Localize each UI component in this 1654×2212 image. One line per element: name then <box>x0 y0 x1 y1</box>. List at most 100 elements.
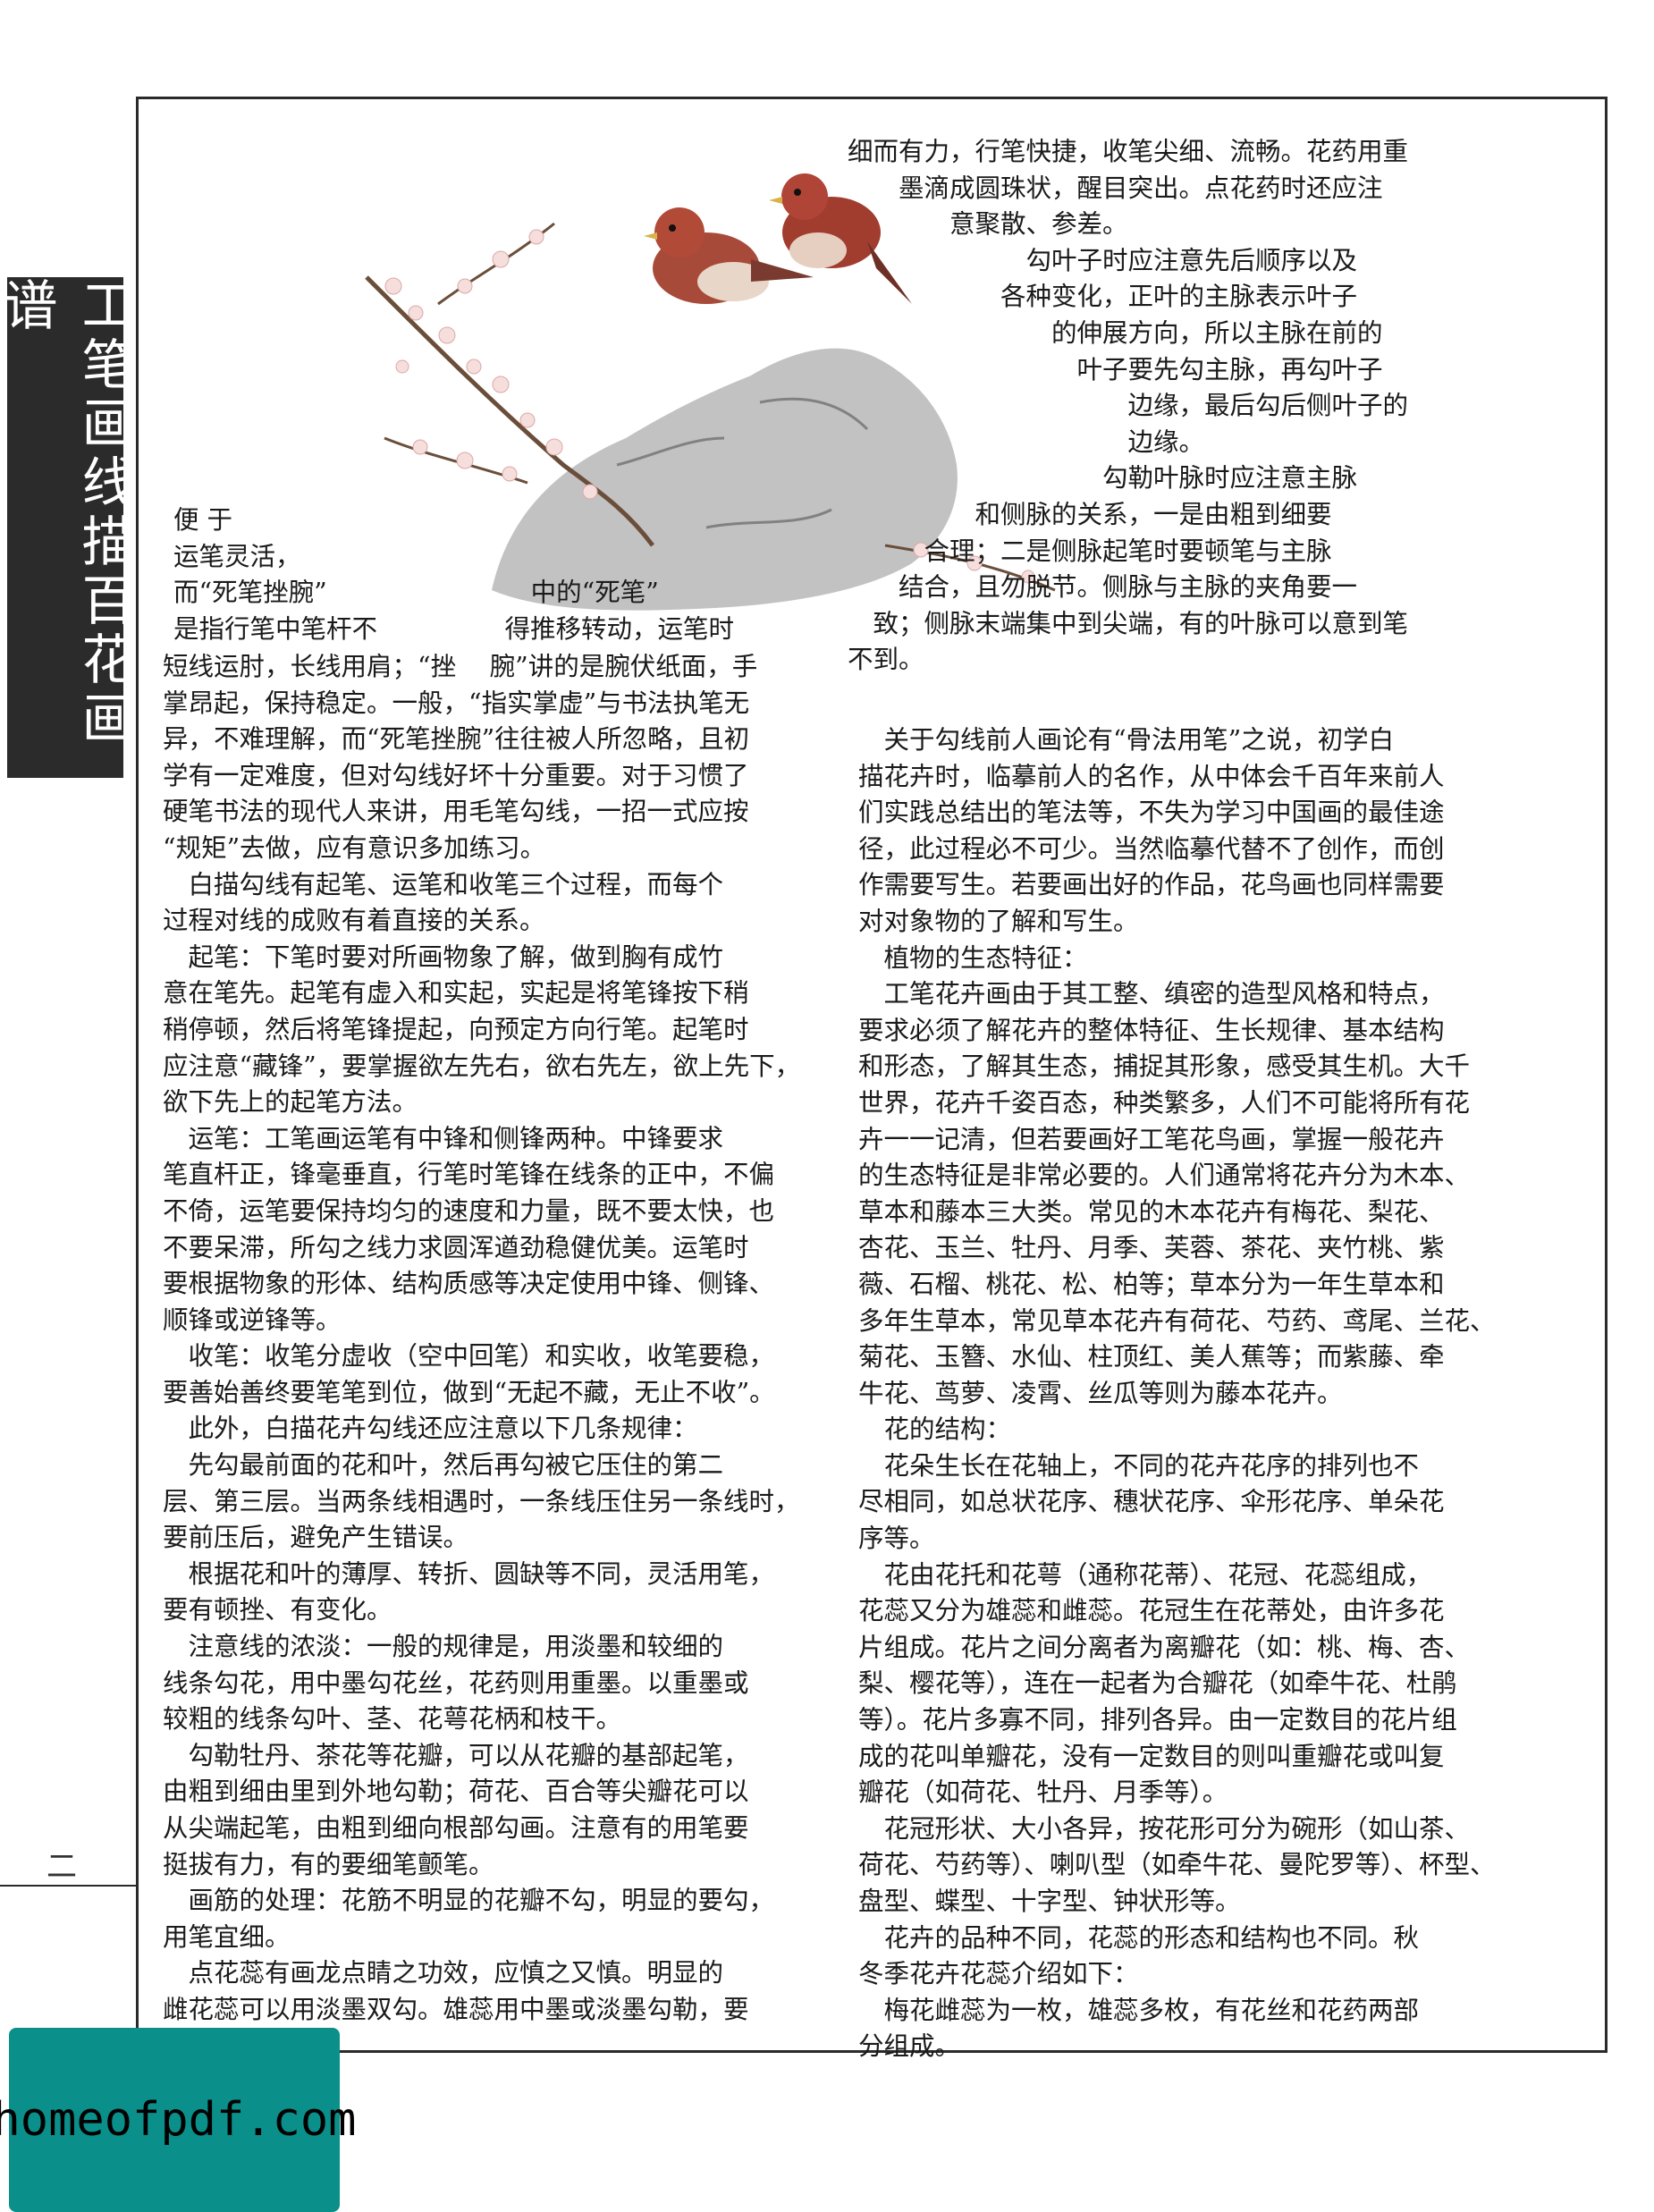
text-line: 冬季花卉花蕊介绍如下： <box>858 1959 1139 1989</box>
text-line: 花冠形状、大小各异，按花形可分为碗形（如山茶、 <box>858 1813 1471 1844</box>
text-line: 雌花蕊可以用淡墨双勾。雄蕊用中墨或淡墨勾勒，要 <box>163 1994 749 2024</box>
text-line: 荷花、芍药等）、喇叭型（如牵牛花、曼陀罗等）、杯型、 <box>858 1850 1496 1880</box>
text-line: 不倚，运笔要保持均匀的速度和力量，既不要太快，也 <box>163 1195 775 1226</box>
text-line: 序等。 <box>858 1524 935 1554</box>
text-line: 起笔：下笔时要对所画物象了解，做到胸有成竹 <box>163 941 724 972</box>
text-line: 各种变化，正叶的主脉表示叶子 <box>848 282 1358 312</box>
text-line: 工笔花卉画由于其工整、缜密的造型风格和特点， <box>858 979 1445 1009</box>
text-line: 注意线的浓淡：一般的规律是，用淡墨和较细的 <box>163 1632 724 1662</box>
text-line: 尽相同，如总状花序、穗状花序、伞形花序、单朵花 <box>858 1487 1445 1517</box>
text-line: 片组成。花片之间分离者为离瓣花（如：桃、梅、杏、 <box>858 1632 1471 1662</box>
text-line: 掌昂起，保持稳定。一般，“指实掌虚”与书法执笔无 <box>163 688 750 718</box>
text-line: 草本和藤本三大类。常见的木本花卉有梅花、梨花、 <box>858 1196 1445 1227</box>
text-line: 分组成。 <box>858 2031 961 2062</box>
text-line: 边缘，最后勾后侧叶子的 <box>848 391 1409 421</box>
text-line: 盘型、蝶型、十字型、钟状形等。 <box>858 1887 1241 1916</box>
page-rule <box>0 1885 136 1887</box>
text-line: 此外，白描花卉勾线还应注意以下几条规律： <box>163 1414 698 1444</box>
text-line: 牛花、茑萝、凌霄、丝瓜等则为藤本花卉。 <box>858 1378 1343 1408</box>
text-line: 花由花托和花萼（通称花蒂）、花冠、花蕊组成， <box>858 1559 1432 1590</box>
text-line: 要有顿挫、有变化。 <box>163 1595 392 1625</box>
text-line: 挺拔有力，有的要细笔颤笔。 <box>163 1849 494 1879</box>
text-line: 用笔宜细。 <box>163 1921 291 1952</box>
text-line: 意在笔先。起笔有虚入和实起，实起是将笔锋按下稍 <box>163 978 749 1009</box>
text-line: 瓣花（如荷花、牡丹、月季等）。 <box>858 1777 1228 1808</box>
watermark-badge: homeofpdf.com <box>0 2028 357 2212</box>
text-line: 应注意“藏锋”，要掌握欲左先右，欲右先左，欲上先下， <box>163 1051 801 1081</box>
bird-plum-painting <box>365 173 1056 611</box>
text-line: 要前压后，避免产生错误。 <box>163 1523 469 1553</box>
watermark-text: homeofpdf.com <box>0 2093 357 2147</box>
text-line: 多年生草本，常见草本花卉有荷花、芍药、鸢尾、兰花、 <box>858 1305 1496 1336</box>
bird-left <box>644 207 814 304</box>
text-line: 根据花和叶的薄厚、转折、圆缺等不同，灵活用笔， <box>163 1558 775 1589</box>
text-line: 墨滴成圆珠状，醒目突出。点花药时还应注 <box>848 173 1383 203</box>
right-column-text: 关于勾线前人画论有“骨法用笔”之说，初学白 描花卉时，临摹前人的名作，从中体会千百… <box>858 722 1520 2065</box>
text-line: 运笔：工笔画运笔有中锋和侧锋两种。中锋要求 <box>163 1123 724 1153</box>
text-line: 异，不难理解，而“死笔挫腕”往往被人所忽略，且初 <box>163 724 750 755</box>
text-line: 先勾最前面的花和叶，然后再勾被它压住的第二 <box>163 1450 724 1481</box>
text-line: 点花蕊有画龙点睛之功效，应慎之又慎。明显的 <box>163 1958 724 1988</box>
text-line: 便 于 <box>173 505 233 535</box>
text-line: 对对象物的了解和写生。 <box>858 906 1139 936</box>
text-line: 们实践总结出的笔法等，不失为学习中国画的最佳途 <box>858 798 1445 828</box>
text-line: 叶子要先勾主脉，再勾叶子 <box>848 354 1383 384</box>
text-line: 菊花、玉簪、水仙、柱顶红、美人蕉等；而紫藤、牵 <box>858 1342 1445 1372</box>
bird-right <box>769 173 912 304</box>
text-line: 边缘。 <box>848 426 1205 457</box>
text-line: 硬笔书法的现代人来讲，用毛笔勾线，一招一式应按 <box>163 797 749 827</box>
text-line: 白描勾线有起笔、运笔和收笔三个过程，而每个 <box>163 869 724 899</box>
sidebar-title-band: 工笔画线描百花画谱 <box>0 277 135 778</box>
text-line: 等）。花片多寡不同，排列各异。由一定数目的花片组 <box>858 1705 1457 1735</box>
text-line: 花的结构： <box>858 1414 1012 1445</box>
left-top-text: 便 于 运笔灵活， 而“死笔挫腕” 中的“死笔” 是指行笔中笔杆不 得推移转动，… <box>173 502 734 647</box>
text-line: 花朵生长在花轴上，不同的花卉花序的排列也不 <box>858 1450 1420 1481</box>
rock <box>492 348 958 611</box>
text-line: 从尖端起笔，由粗到细向根部勾画。注意有的用笔要 <box>163 1813 749 1843</box>
text-line: 不要呆滞，所勾之线力求圆浑遒劲稳健优美。运笔时 <box>163 1232 749 1262</box>
text-line: 收笔：收笔分虚收（空中回笔）和实收，收笔要稳， <box>163 1341 775 1372</box>
plum-blossoms <box>384 229 1035 584</box>
text-line: 成的花叫单瓣花，没有一定数目的则叫重瓣花或叫复 <box>858 1741 1445 1771</box>
text-line: 是指行笔中笔杆不 得推移转动，运笔时 <box>173 613 735 644</box>
text-line: 欲下先上的起笔方法。 <box>163 1087 418 1118</box>
text-line: 结合，且勿脱节。侧脉与主脉的夹角要一 <box>848 572 1358 603</box>
text-line: 而“死笔挫腕” 中的“死笔” <box>173 578 659 608</box>
text-line: 较粗的线条勾叶、茎、花萼花柄和枝干。 <box>163 1704 622 1735</box>
text-line: 花蕊又分为雄蕊和雌蕊。花冠生在花蒂处，由许多花 <box>858 1596 1445 1626</box>
text-line: 由粗到细由里到外地勾勒；荷花、百合等尖瓣花可以 <box>163 1777 749 1807</box>
right-top-text: 细而有力，行笔快捷，收笔尖细、流畅。花药用重 墨滴成圆珠状，醒目突出。点花药时还… <box>848 134 1522 679</box>
text-line: 致；侧脉末端集中到尖端，有的叶脉可以意到笔 <box>848 608 1409 638</box>
book-title: 工笔画线描百花画谱 <box>0 277 135 749</box>
text-line: 勾勒牡丹、茶花等花瓣，可以从花瓣的基部起笔， <box>163 1740 749 1770</box>
text-line: 细而有力，行笔快捷，收笔尖细、流畅。花药用重 <box>848 137 1409 166</box>
text-line: 稍停顿，然后将笔锋提起，向预定方向行笔。起笔时 <box>163 1014 749 1044</box>
text-line: 和形态，了解其生态，捕捉其形象，感受其生机。大千 <box>858 1051 1471 1082</box>
text-line: 合理；二是侧脉起笔时要顿笔与主脉 <box>848 536 1332 566</box>
text-line: 和侧脉的关系，一是由粗到细要 <box>848 499 1332 529</box>
text-line: 线条勾花，用中墨勾花丝，花药则用重墨。以重墨或 <box>163 1667 749 1698</box>
text-line: 要善始善终要笔笔到位，做到“无起不藏，无止不收”。 <box>163 1377 775 1407</box>
text-line: 要根据物象的形体、结构质感等决定使用中锋、侧锋、 <box>163 1269 775 1299</box>
text-line: 卉一一记清，但若要画好工笔花鸟画，掌握一般花卉 <box>858 1124 1445 1154</box>
text-line: 要求必须了解花卉的整体特征、生长规律、基本结构 <box>858 1015 1445 1045</box>
text-line: 的生态特征是非常必要的。人们通常将花卉分为木本、 <box>858 1161 1471 1191</box>
text-line: 层、第三层。当两条线相遇时，一条线压住另一条线时， <box>163 1486 800 1516</box>
text-line: 的伸展方向，所以主脉在前的 <box>848 317 1383 348</box>
text-line: 勾勒叶脉时应注意主脉 <box>848 463 1358 494</box>
text-line: 径，此过程必不可少。当然临摹代替不了创作，而创 <box>858 833 1445 864</box>
text-line: 笔直杆正，锋毫垂直，行笔时笔锋在线条的正中，不偏 <box>163 1160 775 1190</box>
branch-left <box>365 275 654 547</box>
text-line: 杏花、玉兰、牡丹、月季、芙蓉、茶花、夹竹桃、紫 <box>858 1233 1445 1263</box>
text-line: 学有一定难度，但对勾线好坏十分重要。对于习惯了 <box>163 760 749 790</box>
text-line: 梅花雌蕊为一枚，雄蕊多枚，有花丝和花药两部 <box>858 1995 1420 2025</box>
text-line: 意聚散、参差。 <box>848 209 1128 240</box>
text-line: 世界，花卉千姿百态，种类繁多，人们不可能将所有花 <box>858 1087 1471 1118</box>
text-line: 运笔灵活， <box>173 541 301 571</box>
text-line: 勾叶子时应注意先后顺序以及 <box>848 245 1358 275</box>
text-line: 画筋的处理：花筋不明显的花瓣不勾，明显的要勾， <box>163 1886 775 1916</box>
text-line: 梨、樱花等），连在一起者为合瓣花（如牵牛花、杜鹃 <box>858 1668 1457 1699</box>
text-line: 薇、石榴、桃花、松、柏等；草本分为一年生草本和 <box>858 1269 1445 1299</box>
text-line: 花卉的品种不同，花蕊的形态和结构也不同。秋 <box>858 1922 1420 1953</box>
text-line: 关于勾线前人画论有“骨法用笔”之说，初学白 <box>858 725 1395 755</box>
